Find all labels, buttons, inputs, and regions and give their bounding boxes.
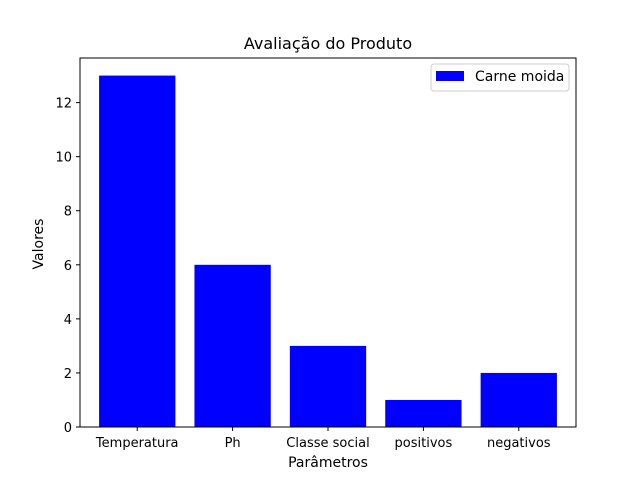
x-tick-label-1: Ph xyxy=(225,436,241,451)
x-tick-label-4: negativos xyxy=(487,436,551,451)
legend-box xyxy=(430,63,570,92)
y-axis-label: Valores xyxy=(31,219,47,270)
bar-1 xyxy=(194,264,271,427)
bar-0 xyxy=(99,75,176,427)
legend-swatch xyxy=(436,71,464,81)
y-tick-label-2: 4 xyxy=(64,313,72,328)
chart-title: Avaliação do Produto xyxy=(244,34,412,53)
axes-layer: 0 2 4 6 8 10 12 Temperatura Ph Classe social posit… xyxy=(55,57,577,451)
legend-label: Carne moida xyxy=(475,69,564,85)
y-tick-label-5: 10 xyxy=(55,151,72,166)
bar-4 xyxy=(480,372,557,427)
y-tick-label-4: 8 xyxy=(64,205,72,220)
x-tick-label-2: Classe social xyxy=(286,436,369,451)
x-tick-label-3: positivos xyxy=(395,436,453,451)
y-tick-label-0: 0 xyxy=(64,421,72,436)
bars-layer xyxy=(99,75,557,427)
x-tick-label-0: Temperatura xyxy=(95,436,179,451)
legend: Carne moida xyxy=(430,63,570,92)
y-tick-label-6: 12 xyxy=(55,97,72,112)
bar-2 xyxy=(289,345,367,427)
bar-3 xyxy=(385,399,462,427)
y-tick-label-1: 2 xyxy=(64,367,72,382)
y-tick-label-3: 6 xyxy=(64,259,72,274)
x-axis-label: Parâmetros xyxy=(288,455,368,471)
